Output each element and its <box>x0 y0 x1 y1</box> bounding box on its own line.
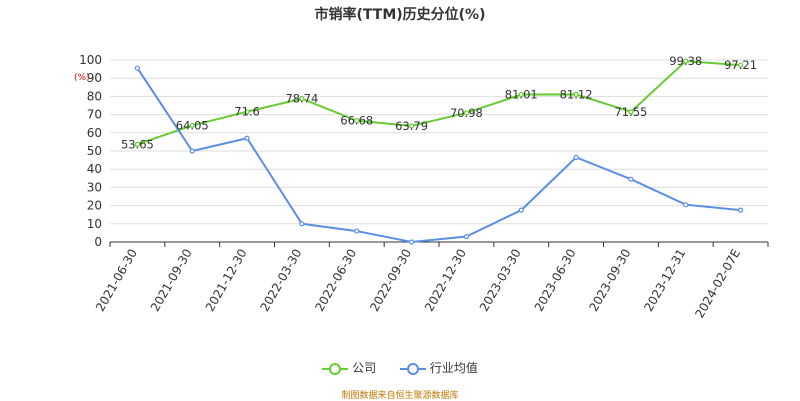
data-label: 64.05 <box>176 118 209 132</box>
data-point <box>134 141 141 147</box>
grid-lines <box>110 59 768 225</box>
data-label: 53.65 <box>121 137 154 151</box>
y-tick-label: 50 <box>87 144 102 158</box>
data-point <box>408 123 415 129</box>
legend-label-industry-avg: 行业均值 <box>429 361 478 375</box>
data-label: 63.79 <box>395 119 428 133</box>
data-point <box>737 207 744 213</box>
x-tick-label: 2021-09-30 <box>148 247 195 314</box>
data-point <box>299 96 305 102</box>
y-tick-label: 20 <box>87 199 102 213</box>
legend-marker-industry-avg <box>399 362 426 375</box>
chart-title: 市销率(TTM)历史分位(%) <box>314 7 486 23</box>
series-line-1 <box>136 67 741 244</box>
y-tick-label: 0 <box>94 235 102 249</box>
axes: 0 10 20 30 40 50 60 70 80 90 100 2021-06-30 2021-09-… <box>79 53 769 321</box>
x-tick-label: 2021-06-30 <box>93 247 140 314</box>
y-axis-unit: (%) <box>74 73 90 83</box>
y-tick-label: 60 <box>87 126 102 140</box>
legend-item-industry-avg[interactable]: 行业均值 <box>399 359 478 376</box>
data-point <box>244 109 250 115</box>
data-label: 66.68 <box>340 114 373 128</box>
data-point <box>518 207 524 213</box>
data-label: 78.74 <box>285 92 318 106</box>
data-point <box>518 91 524 98</box>
data-point <box>683 202 689 208</box>
x-tick-label: 2021-12-30 <box>203 246 250 313</box>
y-tick-label: 70 <box>87 108 102 122</box>
x-tick-label: 2022-06-30 <box>312 247 359 314</box>
data-point <box>299 221 305 227</box>
data-labels: 53.65 64.05 71.6 78.74 66.68 63.79 70.98 81.01 8… <box>121 54 757 151</box>
y-tick-label: 100 <box>79 53 102 67</box>
data-point <box>737 62 744 68</box>
series-line-0 <box>137 60 741 146</box>
data-point <box>683 58 689 64</box>
x-tick-label: 2023-06-30 <box>532 247 579 314</box>
data-point <box>628 109 634 115</box>
x-tick-label: 2022-12-30 <box>422 246 469 313</box>
data-point <box>408 239 415 245</box>
x-tick-label: 2023-03-30 <box>477 247 524 314</box>
data-point <box>354 228 360 234</box>
data-point <box>463 110 470 116</box>
x-tick-label: 2022-03-30 <box>258 247 305 314</box>
data-label: 70.98 <box>450 106 483 120</box>
data-label: 99.38 <box>669 54 702 68</box>
x-tick-label: 2023-09-30 <box>587 247 634 314</box>
series-lines <box>134 58 744 245</box>
data-point <box>189 122 195 129</box>
x-tick-label: 2024-02-07E <box>692 247 743 321</box>
data-point <box>573 91 579 97</box>
data-point <box>628 176 634 182</box>
data-label: 71.55 <box>614 105 647 119</box>
y-tick-label: 30 <box>87 180 102 194</box>
data-label: 97.21 <box>724 58 757 72</box>
legend-marker-company <box>322 362 349 375</box>
data-point <box>134 65 141 71</box>
data-label: 71.6 <box>234 105 260 119</box>
data-point <box>463 233 470 240</box>
x-tick-label: 2022-09-30 <box>367 247 414 314</box>
legend: 公司 行业均值 <box>0 359 800 377</box>
x-tick-label: 2023-12-31 <box>641 247 688 314</box>
data-label: 81.12 <box>560 87 593 101</box>
y-tick-label: 90 <box>87 71 102 85</box>
data-point <box>189 148 195 154</box>
legend-label-company: 公司 <box>352 361 377 375</box>
data-point <box>354 118 360 124</box>
y-tick-label: 10 <box>87 217 102 231</box>
legend-item-company[interactable]: 公司 <box>322 359 376 376</box>
data-point <box>573 154 579 160</box>
data-label: 81.01 <box>505 88 538 102</box>
data-point <box>244 135 250 141</box>
data-source-note: 制图数据来自恒生聚源数据库 <box>341 391 459 401</box>
y-tick-label: 40 <box>87 162 102 176</box>
y-tick-label: 80 <box>87 89 102 103</box>
